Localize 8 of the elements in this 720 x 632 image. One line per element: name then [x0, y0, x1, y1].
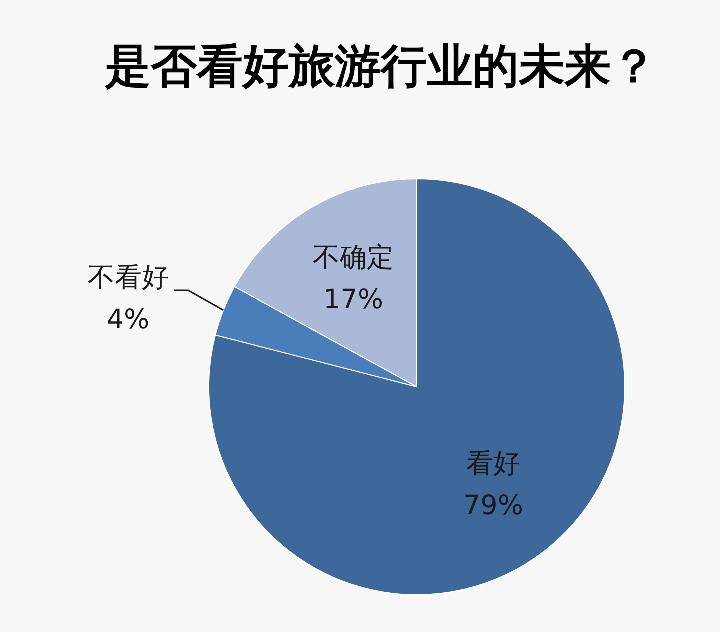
- data-label: 79%: [463, 490, 524, 522]
- data-label: 17%: [323, 284, 384, 316]
- pie-slice: [208, 178, 626, 596]
- chart-title: 是否看好旅游行业的未来？: [104, 39, 657, 93]
- slice-label: 看好: [466, 448, 520, 480]
- slice-label: 不确定: [312, 242, 394, 274]
- slice-label: 不看好: [88, 262, 169, 294]
- data-label: 4%: [106, 304, 150, 336]
